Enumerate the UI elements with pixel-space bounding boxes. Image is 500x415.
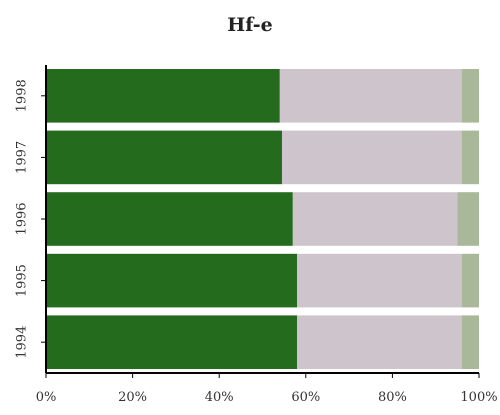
bar-segment-1994-s3	[461, 315, 479, 369]
bar-segment-1996-s2	[292, 192, 458, 246]
y-tick-label: 1995	[15, 264, 30, 297]
bar-segment-1996-s1	[46, 192, 293, 246]
y-tick-label: 1996	[15, 202, 30, 235]
bar-segment-1998-s3	[461, 69, 479, 123]
chart-title: Hf-e	[227, 14, 273, 36]
bar-segment-1998-s1	[46, 69, 280, 123]
x-tick-label: 60%	[291, 390, 320, 405]
bars-layer	[46, 69, 479, 369]
bar-segment-1995-s2	[297, 253, 462, 308]
y-tick-label: 1998	[15, 79, 30, 112]
y-tick-label: 1994	[15, 326, 30, 359]
bar-segment-1997-s3	[461, 130, 479, 185]
x-tick-label: 0%	[36, 390, 57, 405]
bar-segment-1997-s1	[46, 130, 282, 185]
x-tick-label: 40%	[205, 390, 234, 405]
bar-segment-1998-s2	[279, 69, 462, 123]
y-tick-label: 1997	[15, 141, 30, 174]
axes-layer	[41, 65, 480, 378]
x-tick-label: 80%	[378, 390, 407, 405]
x-tick-label: 100%	[460, 390, 497, 405]
bar-segment-1997-s2	[281, 130, 462, 185]
bar-segment-1995-s3	[461, 253, 479, 308]
x-tick-label: 20%	[118, 390, 147, 405]
labels-layer: 1998 1997 1996 1995 1994 0% 20% 40% 60% 80% 100%	[15, 79, 498, 405]
bar-segment-1995-s1	[46, 253, 298, 308]
bar-segment-1994-s2	[297, 315, 462, 369]
bar-segment-1996-s3	[457, 192, 479, 246]
bar-segment-1994-s1	[46, 315, 298, 369]
